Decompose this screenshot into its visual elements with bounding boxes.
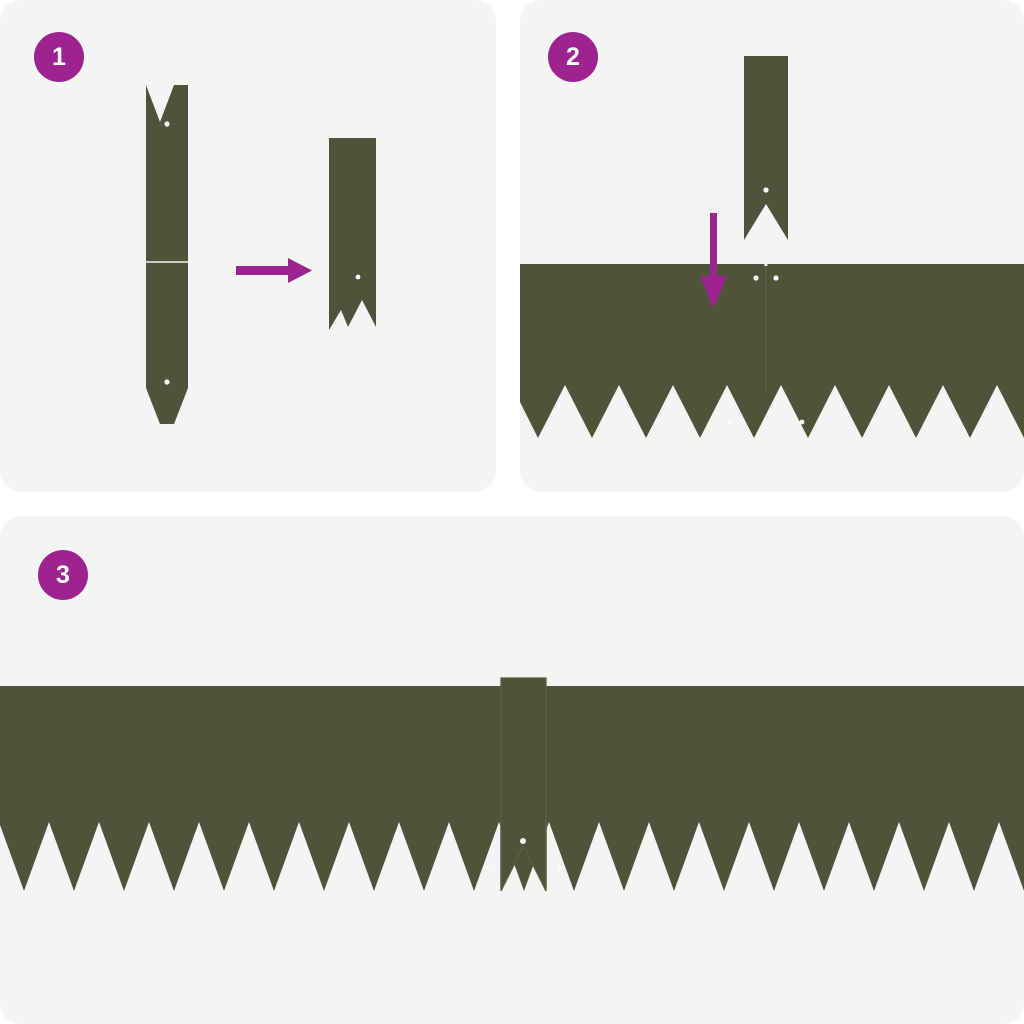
arrow-right-icon	[236, 258, 312, 283]
mounting-hole-icon	[520, 838, 526, 844]
seam-top-gap	[764, 262, 768, 266]
connector-piece	[744, 56, 788, 240]
panel-2-illustration	[520, 56, 1024, 438]
step-panel-3: 3	[0, 516, 1024, 1024]
step-panel-2: 2	[520, 0, 1024, 492]
mounting-hole-icon	[773, 275, 779, 281]
step-panel-1: 1	[0, 0, 496, 492]
mounting-hole-icon	[558, 865, 564, 871]
panel-3-illustration	[0, 677, 1024, 892]
mounting-hole-icon	[164, 379, 170, 385]
mounting-hole-icon	[483, 865, 489, 871]
step-badge-1: 1	[34, 32, 84, 82]
mounting-hole-icon	[355, 274, 361, 280]
mounting-hole-icon	[799, 419, 805, 425]
step-badge-3: 3	[38, 550, 88, 600]
mounting-hole-icon	[763, 187, 769, 193]
mounting-hole-icon	[727, 419, 733, 425]
arrow-down-icon	[700, 213, 727, 308]
mounting-hole-icon	[164, 121, 170, 127]
mounting-hole-icon	[753, 275, 759, 281]
panel-1-illustration	[146, 85, 376, 424]
folded-connector-piece	[329, 138, 376, 330]
long-edging-strip	[146, 85, 188, 424]
step-badge-2: 2	[548, 32, 598, 82]
edging-band	[520, 264, 1024, 438]
